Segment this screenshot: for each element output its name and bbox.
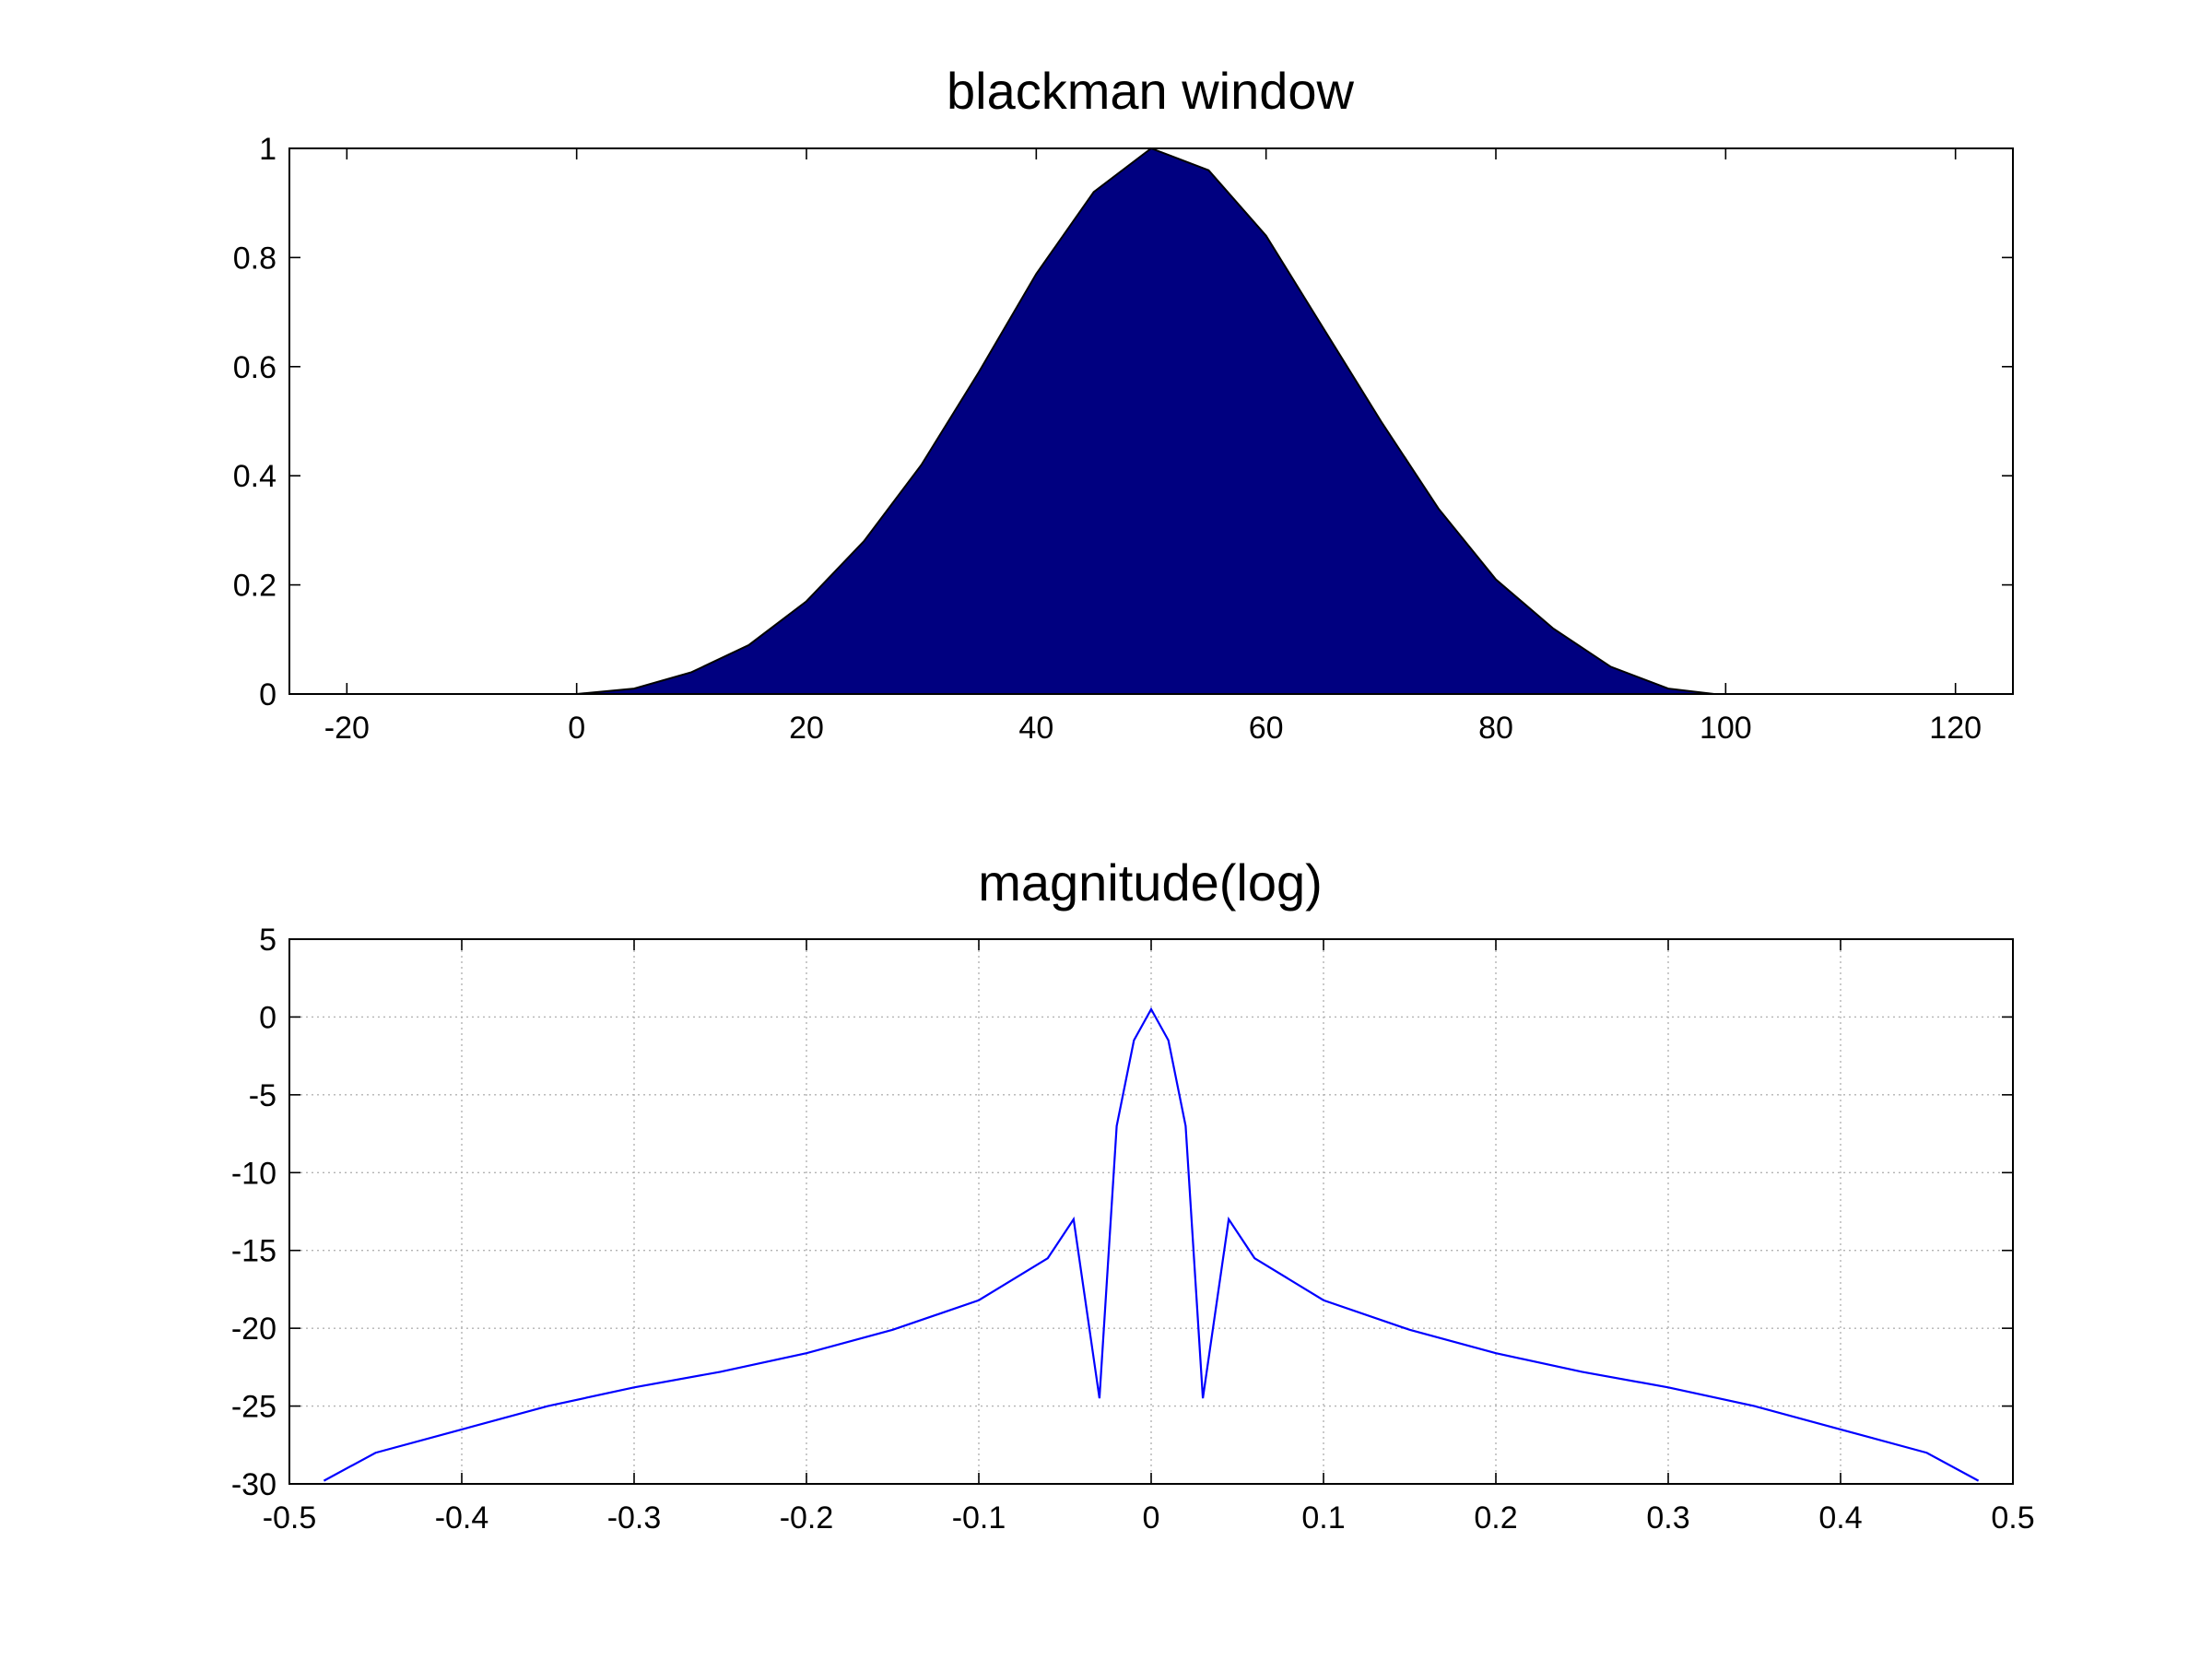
magnitude-plot-x-tick-label: -0.2 <box>780 1500 834 1535</box>
magnitude-plot-y-tick-label: -25 <box>231 1390 276 1425</box>
window-plot-x-tick-label: 80 <box>1478 711 1513 746</box>
window-plot-x-tick-label: 40 <box>1018 711 1053 746</box>
window-plot-y-tick-label: 0 <box>259 677 276 712</box>
magnitude-line <box>323 1006 1980 1482</box>
magnitude-plot-title: magnitude(log) <box>978 853 1323 912</box>
magnitude-plot-y-tick-label: -5 <box>249 1078 276 1113</box>
magnitude-plot-y-tick-label: -20 <box>231 1312 276 1347</box>
magnitude-plot-x-tick-label: 0.2 <box>1474 1500 1517 1535</box>
magnitude-plot-axes-box <box>288 938 2014 1485</box>
magnitude-plot-x-tick-label: 0.1 <box>1301 1500 1345 1535</box>
window-plot-y-tick-label: 0.6 <box>233 350 276 385</box>
magnitude-plot-y-tick-label: 5 <box>259 923 276 958</box>
window-plot-x-tick-label: 120 <box>1929 711 1982 746</box>
magnitude-plot-x-tick-label: -0.1 <box>952 1500 1006 1535</box>
window-plot-y-tick-label: 0.2 <box>233 569 276 604</box>
window-area <box>576 147 1714 695</box>
window-plot-y-tick-label: 1 <box>259 132 276 167</box>
magnitude-plot-y-tick-label: -30 <box>231 1467 276 1502</box>
window-plot-y-tick-label: 0.8 <box>233 241 276 276</box>
window-plot-x-tick-label: -20 <box>324 711 370 746</box>
window-plot-y-tick-label: 0.4 <box>233 459 276 494</box>
magnitude-plot-marks: -0.5 -0.4 -0.3 -0.2 -0.1 0 0.1 0.2 0.3 0.4 0.5 -30 -… <box>231 923 2035 1535</box>
window-plot-x-tick-label: 100 <box>1700 711 1752 746</box>
window-plot-x-tick-label: 0 <box>568 711 585 746</box>
magnitude-plot-x-tick-label: -0.4 <box>435 1500 489 1535</box>
window-plot-x-tick-label: 60 <box>1249 711 1284 746</box>
magnitude-plot-x-tick-label: -0.3 <box>607 1500 662 1535</box>
magnitude-plot-y-tick-label: -10 <box>231 1156 276 1191</box>
window-plot: blackman window -20 0 20 40 60 80 100 120 0 0.2 0.… <box>233 62 2014 746</box>
window-plot-axes-box <box>288 147 2014 695</box>
magnitude-plot-x-tick-label: -0.5 <box>263 1500 317 1535</box>
magnitude-plot-y-tick-label: 0 <box>259 1000 276 1035</box>
window-plot-title: blackman window <box>947 62 1355 120</box>
magnitude-plot: magnitude(log) -0.5 -0.4 -0.3 -0.2 -0.1 0 0.1 0… <box>231 853 2035 1535</box>
magnitude-plot-y-tick-label: -15 <box>231 1234 276 1269</box>
window-plot-marks: -20 0 20 40 60 80 100 120 0 0.2 0.4 0.6 0.8 1 <box>233 132 2013 746</box>
magnitude-plot-x-tick-label: 0.4 <box>1818 1500 1862 1535</box>
window-plot-x-tick-label: 20 <box>789 711 824 746</box>
magnitude-plot-x-tick-label: 0 <box>1143 1500 1160 1535</box>
magnitude-plot-x-tick-label: 0.3 <box>1646 1500 1689 1535</box>
magnitude-plot-x-tick-label: 0.5 <box>1991 1500 2034 1535</box>
